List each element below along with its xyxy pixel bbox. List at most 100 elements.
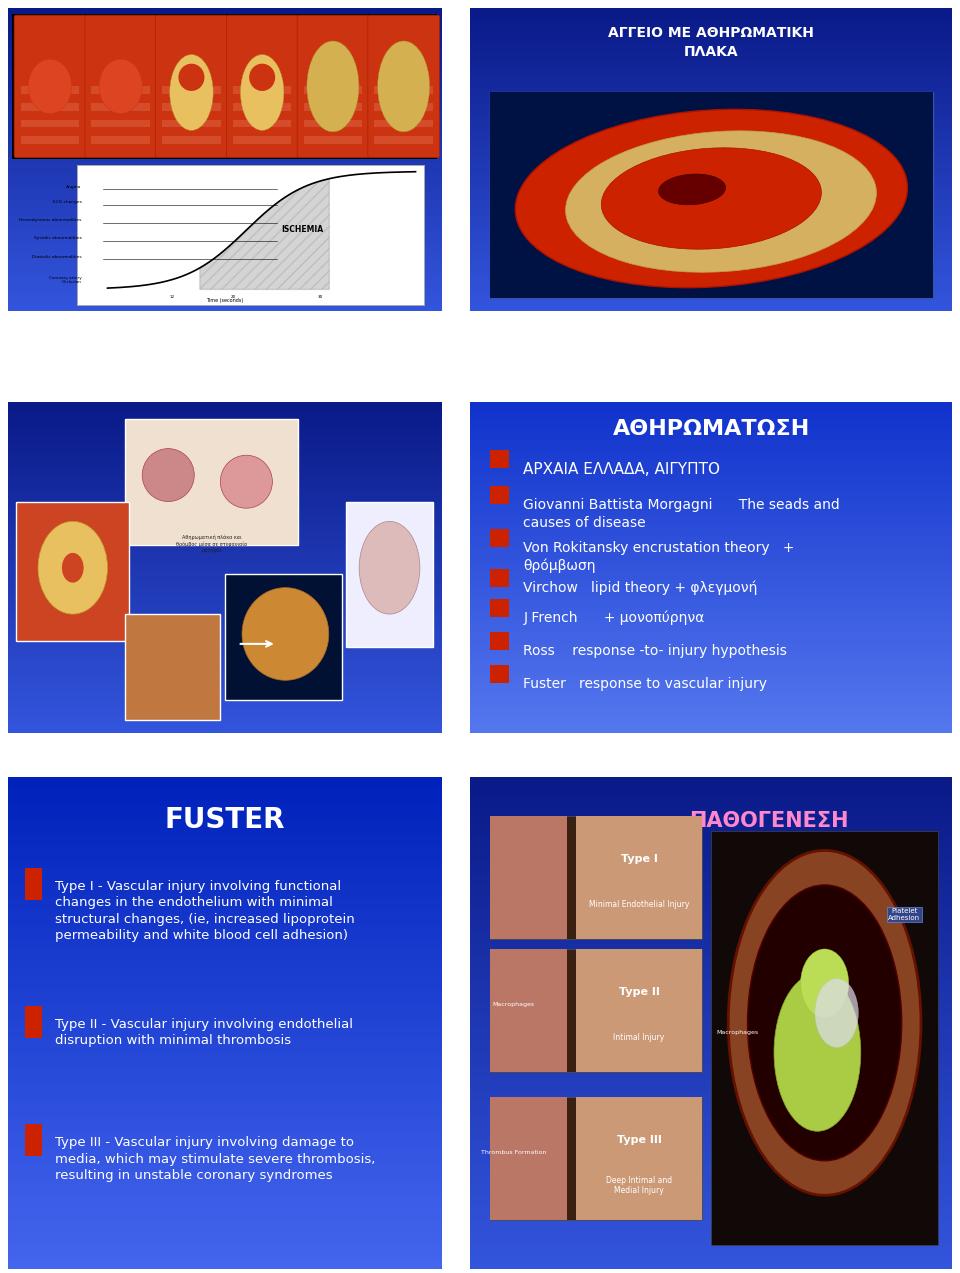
- FancyBboxPatch shape: [21, 120, 80, 127]
- FancyBboxPatch shape: [91, 136, 150, 144]
- FancyBboxPatch shape: [162, 136, 221, 144]
- Text: J French      + μονοπύρηνα: J French + μονοπύρηνα: [523, 611, 705, 625]
- FancyBboxPatch shape: [490, 93, 933, 298]
- Text: 12: 12: [170, 295, 175, 299]
- Text: Angina: Angina: [66, 185, 82, 188]
- Ellipse shape: [250, 64, 276, 90]
- Ellipse shape: [242, 588, 328, 680]
- FancyBboxPatch shape: [374, 136, 433, 144]
- Text: Coronary artery
Occlusion: Coronary artery Occlusion: [49, 276, 82, 284]
- FancyBboxPatch shape: [125, 419, 299, 545]
- FancyBboxPatch shape: [347, 502, 433, 647]
- FancyBboxPatch shape: [233, 120, 292, 127]
- Ellipse shape: [28, 59, 72, 113]
- FancyBboxPatch shape: [21, 87, 80, 94]
- FancyBboxPatch shape: [84, 15, 156, 158]
- FancyBboxPatch shape: [303, 120, 362, 127]
- Text: Αθηρωματική πλάκα και
θρόμβος μέσα σε στεφανιαία
αρτηρία: Αθηρωματική πλάκα και θρόμβος μέσα σε στ…: [176, 535, 248, 552]
- FancyBboxPatch shape: [374, 87, 433, 94]
- FancyBboxPatch shape: [162, 103, 221, 111]
- FancyBboxPatch shape: [576, 1097, 702, 1220]
- Ellipse shape: [774, 974, 861, 1132]
- Ellipse shape: [601, 148, 822, 250]
- Bar: [490, 530, 509, 547]
- FancyBboxPatch shape: [576, 816, 702, 939]
- Ellipse shape: [220, 456, 273, 508]
- Ellipse shape: [565, 131, 876, 272]
- Ellipse shape: [516, 109, 907, 288]
- Bar: [490, 486, 509, 504]
- FancyBboxPatch shape: [576, 948, 702, 1072]
- Text: Giovanni Battista Morgagni      The seads and
causes of disease: Giovanni Battista Morgagni The seads and…: [523, 498, 840, 530]
- FancyBboxPatch shape: [91, 120, 150, 127]
- FancyBboxPatch shape: [162, 87, 221, 94]
- Bar: [490, 569, 509, 587]
- Bar: [25, 1006, 41, 1037]
- Text: ΠΑΘΟΓΕΝΕΣΗ: ΠΑΘΟΓΕΝΕΣΗ: [689, 811, 849, 831]
- FancyBboxPatch shape: [14, 15, 85, 158]
- FancyBboxPatch shape: [374, 120, 433, 127]
- Text: Platelet
Adhesion: Platelet Adhesion: [888, 908, 921, 920]
- Text: Minimal Endothelial Injury: Minimal Endothelial Injury: [588, 900, 689, 909]
- FancyBboxPatch shape: [711, 831, 938, 1245]
- Ellipse shape: [748, 885, 901, 1161]
- Bar: [25, 1124, 41, 1156]
- FancyBboxPatch shape: [303, 87, 362, 94]
- Text: Systolic abnormalities: Systolic abnormalities: [34, 237, 82, 241]
- Ellipse shape: [240, 55, 284, 130]
- FancyBboxPatch shape: [162, 120, 221, 127]
- Bar: [490, 631, 509, 649]
- Ellipse shape: [142, 448, 194, 502]
- FancyBboxPatch shape: [374, 103, 433, 111]
- FancyBboxPatch shape: [490, 1097, 566, 1220]
- FancyBboxPatch shape: [16, 502, 130, 640]
- Text: Fuster   response to vascular injury: Fuster response to vascular injury: [523, 677, 767, 691]
- FancyBboxPatch shape: [233, 87, 292, 94]
- Text: Ross    response -to- injury hypothesis: Ross response -to- injury hypothesis: [523, 644, 787, 658]
- Text: Type II - Vascular injury involving endothelial
disruption with minimal thrombos: Type II - Vascular injury involving endo…: [56, 1018, 353, 1048]
- Ellipse shape: [307, 41, 359, 132]
- Text: Thrombus Formation: Thrombus Formation: [481, 1150, 546, 1155]
- Text: ΑΘΗΡΩΜΑΤΩΣΗ: ΑΘΗΡΩΜΑΤΩΣΗ: [612, 419, 810, 439]
- Text: Macrophages: Macrophages: [716, 1030, 758, 1035]
- Text: Type III - Vascular injury involving damage to
media, which may stimulate severe: Type III - Vascular injury involving dam…: [56, 1137, 375, 1183]
- FancyBboxPatch shape: [233, 136, 292, 144]
- Ellipse shape: [170, 55, 213, 130]
- FancyBboxPatch shape: [125, 614, 220, 721]
- Text: ΑΡΧΑΙΑ ΕΛΛΑΔΑ, ΑΙΓΥΠΤΟ: ΑΡΧΑΙΑ ΕΛΛΑΔΑ, ΑΙΓΥΠΤΟ: [523, 462, 720, 477]
- FancyBboxPatch shape: [490, 816, 566, 939]
- FancyBboxPatch shape: [77, 165, 424, 304]
- FancyBboxPatch shape: [227, 15, 298, 158]
- FancyBboxPatch shape: [21, 136, 80, 144]
- Text: ΑΓΓΕΙΟ ΜΕ ΑΘΗΡΩΜΑΤΙΚΗ
ΠΛΑΚΑ: ΑΓΓΕΙΟ ΜΕ ΑΘΗΡΩΜΑΤΙΚΗ ΠΛΑΚΑ: [609, 25, 814, 60]
- FancyBboxPatch shape: [21, 103, 80, 111]
- FancyBboxPatch shape: [490, 816, 702, 939]
- FancyBboxPatch shape: [297, 15, 369, 158]
- FancyBboxPatch shape: [12, 14, 437, 159]
- Text: Intimal Injury: Intimal Injury: [613, 1034, 664, 1043]
- Text: Type I - Vascular injury involving functional
changes in the endothelium with mi: Type I - Vascular injury involving funct…: [56, 880, 355, 942]
- FancyBboxPatch shape: [91, 87, 150, 94]
- Text: FUSTER: FUSTER: [164, 806, 285, 834]
- Ellipse shape: [659, 174, 726, 205]
- FancyBboxPatch shape: [490, 948, 566, 1072]
- Text: 20: 20: [230, 295, 236, 299]
- Text: Deep Intimal and
Medial Injury: Deep Intimal and Medial Injury: [606, 1176, 672, 1195]
- Text: 30: 30: [318, 295, 323, 299]
- Ellipse shape: [38, 522, 108, 614]
- Text: Hemodynamic abnormalities: Hemodynamic abnormalities: [19, 218, 82, 223]
- Text: ISCHEMIA: ISCHEMIA: [281, 225, 324, 234]
- Ellipse shape: [61, 552, 84, 583]
- Ellipse shape: [99, 59, 142, 113]
- FancyBboxPatch shape: [233, 103, 292, 111]
- FancyBboxPatch shape: [368, 15, 440, 158]
- Text: Type II: Type II: [618, 987, 660, 997]
- Bar: [25, 868, 41, 900]
- Text: Virchow   lipid theory + φλεγμονή: Virchow lipid theory + φλεγμονή: [523, 580, 757, 596]
- Ellipse shape: [377, 41, 430, 132]
- FancyBboxPatch shape: [303, 136, 362, 144]
- FancyBboxPatch shape: [490, 1097, 702, 1220]
- Bar: [490, 449, 509, 467]
- Text: Type I: Type I: [620, 854, 658, 864]
- FancyBboxPatch shape: [303, 103, 362, 111]
